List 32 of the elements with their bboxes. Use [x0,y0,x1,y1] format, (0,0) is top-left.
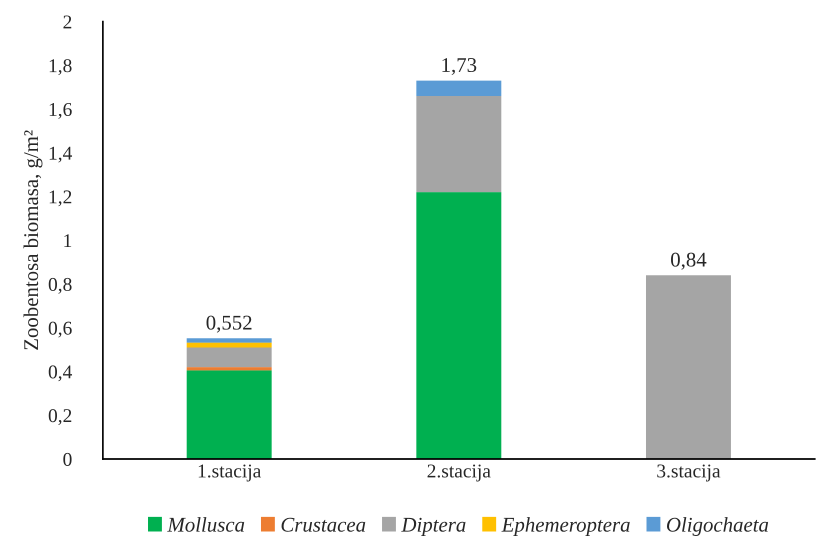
total-label: 0,552 [206,316,252,333]
bar [186,342,272,348]
bar [186,370,272,459]
y-axis-title: Zoobentosa biomasa, g/m² [24,130,42,350]
x-tick-label: 3.stacija [657,464,720,482]
y-tick-label: 0,8 [48,278,72,294]
bar [186,367,272,370]
y-tick-label: 2 [63,15,72,28]
y-tick-label: 0,6 [48,322,72,338]
y-tick-label: 1 [64,234,72,248]
x-tick-label: 1.stacija [198,464,262,482]
legend-label: Mollusca [167,517,244,532]
y-tick-label: 0 [63,452,72,466]
bar [416,96,502,192]
legend-label: Diptera [401,518,466,536]
bar [416,192,502,459]
y-tick-label: 1,6 [50,102,72,119]
total-label: 0,84 [671,252,706,270]
y-tick-label: 1,2 [50,190,72,206]
y-tick-label: 0,4 [48,365,72,382]
bar [186,347,272,368]
bar [646,275,731,459]
y-tick-label: 1,4 [50,146,72,163]
bar [186,338,272,343]
y-tick-label: 1,8 [50,59,72,76]
x-tick-label: 2.stacija [428,464,491,482]
legend-label: Oligochaeta [666,517,768,536]
legend-label: Crustacea [282,518,366,532]
legend-label: Ephemeroptera [501,517,630,536]
total-label: 1,73 [442,58,476,76]
y-tick-label: 0,2 [48,409,72,425]
bar [416,80,502,96]
